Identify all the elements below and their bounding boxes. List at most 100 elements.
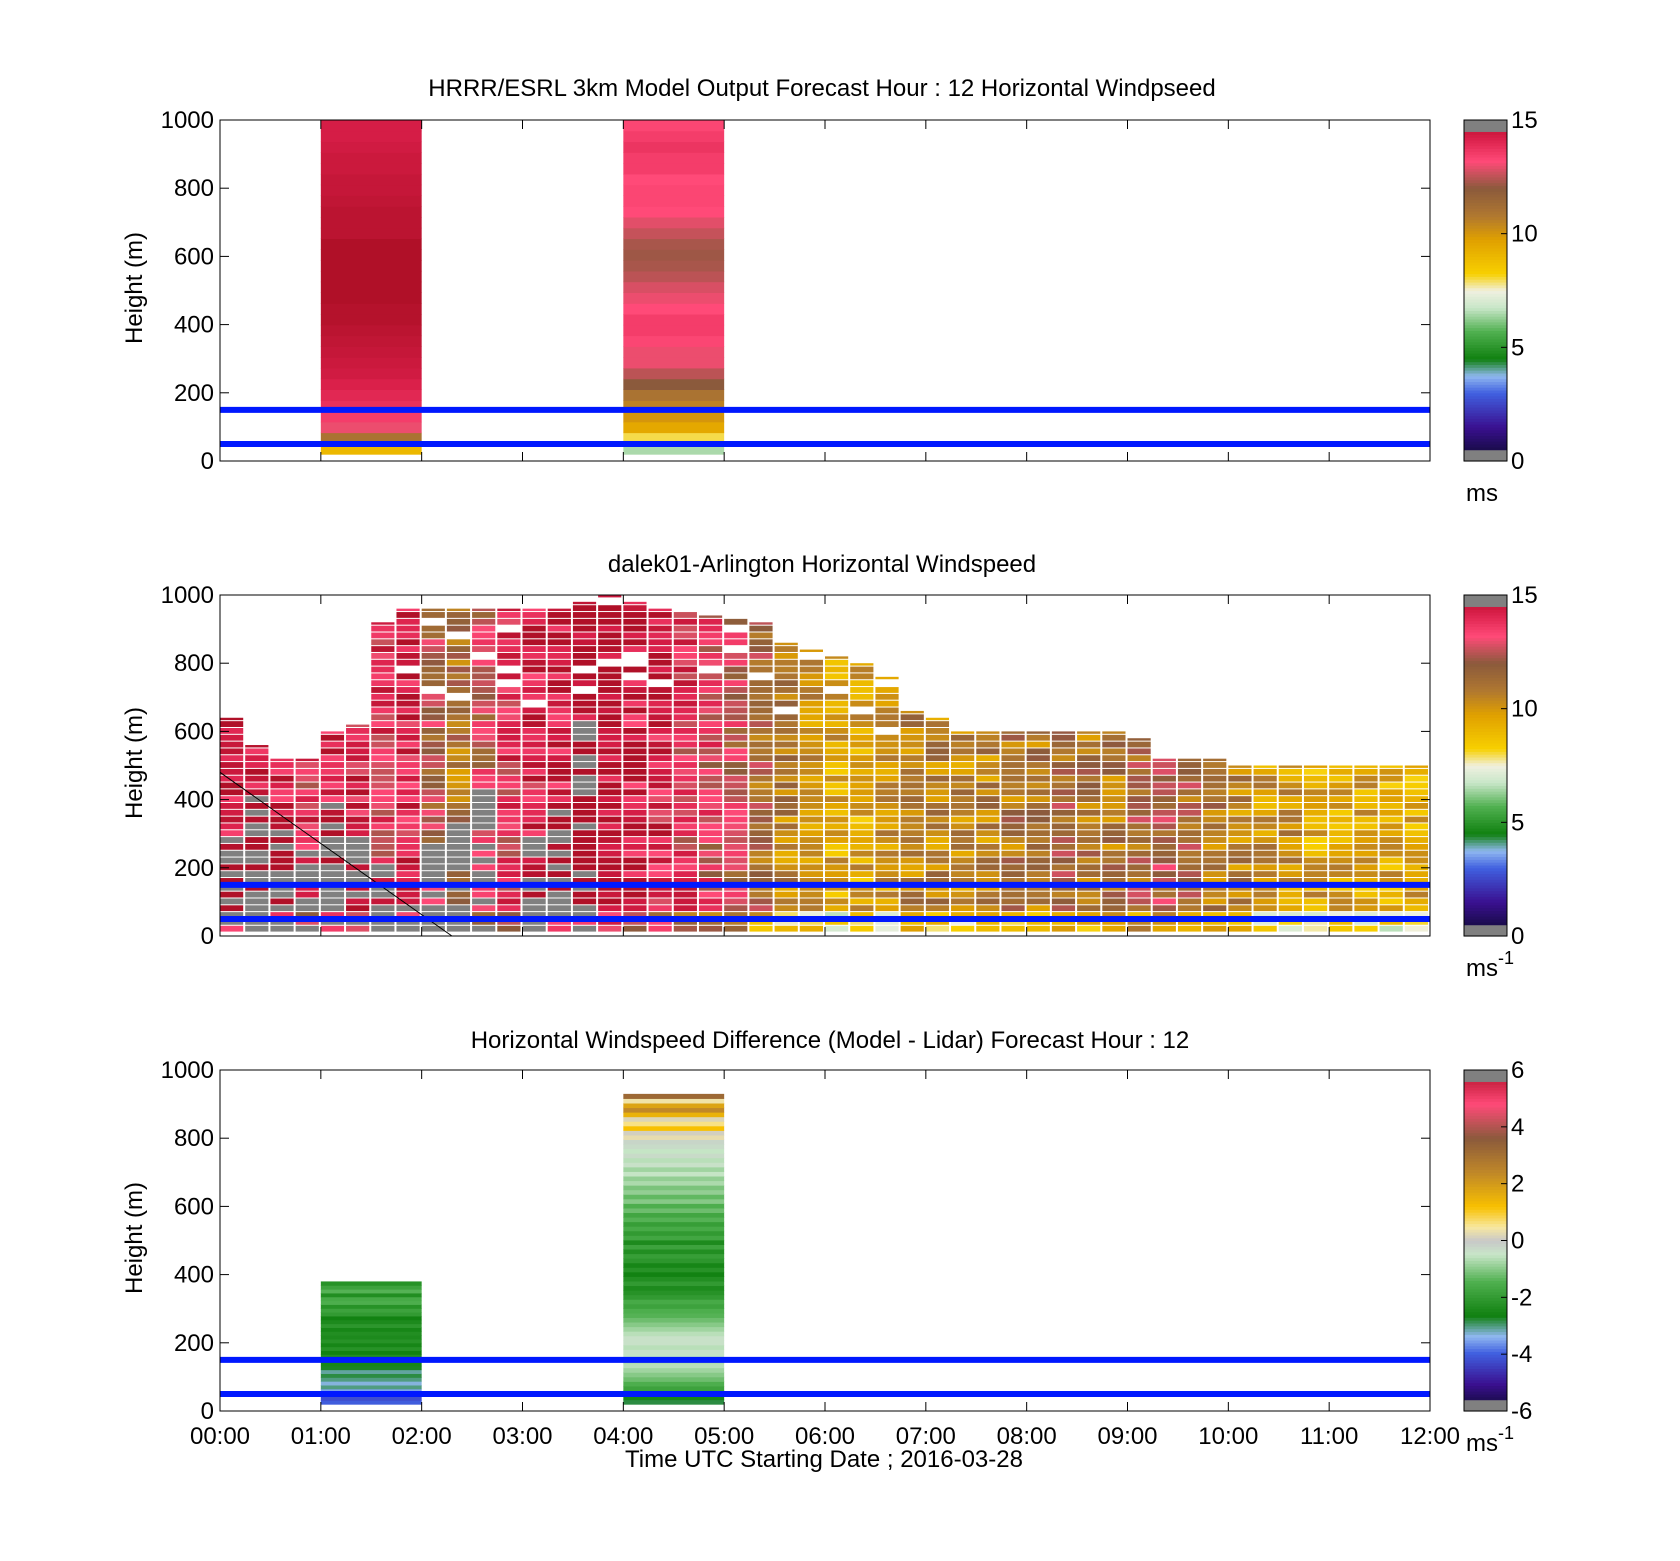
heatmap-cell xyxy=(774,850,798,857)
x-tick-label: 00:00 xyxy=(190,1423,250,1450)
heatmap-cell xyxy=(673,721,697,727)
heatmap-cell xyxy=(1026,809,1050,816)
heatmap-cell xyxy=(446,843,471,850)
heatmap-cell xyxy=(396,898,420,905)
heatmap-cell xyxy=(825,734,849,741)
heatmap-cell xyxy=(1127,898,1151,905)
heatmap-cell xyxy=(1404,898,1428,905)
heatmap-cell xyxy=(220,864,244,871)
heatmap-cell xyxy=(951,755,975,762)
colorbar-tick-label: 0 xyxy=(1511,923,1524,950)
x-axis xyxy=(219,120,1431,461)
heatmap-cell xyxy=(623,314,725,326)
colorbar-segment xyxy=(1464,933,1507,937)
heatmap-cell xyxy=(1253,837,1277,843)
heatmap-cell xyxy=(749,639,773,646)
heatmap-cell xyxy=(1354,871,1378,878)
heatmap-cell xyxy=(346,782,370,789)
heatmap-cell xyxy=(396,721,420,727)
heatmap-cell xyxy=(421,816,445,823)
heatmap-cell xyxy=(446,687,471,693)
heatmap-cell xyxy=(522,871,546,878)
heatmap-cell xyxy=(346,891,370,898)
colorbar-tick-label: -4 xyxy=(1511,1341,1532,1368)
heatmap-cell xyxy=(1177,843,1202,850)
heatmap-cell xyxy=(371,734,395,741)
heatmap-cell xyxy=(1001,837,1025,843)
heatmap-cell xyxy=(623,1171,725,1177)
heatmap-cell xyxy=(1102,816,1126,823)
heatmap-cell xyxy=(623,217,725,229)
heatmap-cell xyxy=(1051,748,1076,755)
heatmap-cell xyxy=(724,850,748,857)
heatmap-cell xyxy=(749,782,773,789)
heatmap-cell xyxy=(774,775,798,782)
heatmap-cell xyxy=(724,762,748,768)
heatmap-cell xyxy=(1379,809,1403,816)
heatmap-cell xyxy=(850,864,874,871)
heatmap-cell xyxy=(1354,857,1378,864)
heatmap-cell xyxy=(547,891,571,898)
heatmap-cell xyxy=(421,823,445,830)
heatmap-cell xyxy=(749,809,773,816)
heatmap-cell xyxy=(724,837,748,843)
heatmap-cell xyxy=(774,823,798,830)
colorbar-segment xyxy=(1464,216,1507,221)
colorbar-segment xyxy=(1464,805,1507,809)
heatmap-cell xyxy=(976,878,1000,884)
heatmap-cell xyxy=(1152,803,1176,809)
colorbar-segment xyxy=(1464,1379,1507,1384)
panel-title: dalek01-Arlington Horizontal Windspeed xyxy=(608,551,1036,578)
heatmap-cell xyxy=(1001,789,1025,796)
heatmap-cell xyxy=(421,721,445,727)
colorbar-segment xyxy=(1464,296,1507,300)
heatmap-cell xyxy=(623,378,725,390)
colorbar-segment xyxy=(1464,631,1507,636)
heatmap-cell xyxy=(1303,803,1328,809)
heatmap-cell xyxy=(522,693,546,700)
heatmap-cell xyxy=(1127,782,1151,789)
heatmap-cell xyxy=(320,912,345,918)
heatmap-cell xyxy=(1203,837,1227,843)
heatmap-cell xyxy=(623,357,725,369)
heatmap-cell xyxy=(295,871,319,878)
heatmap-cell xyxy=(220,830,244,837)
colorbar-tick-label: 6 xyxy=(1511,1057,1524,1084)
heatmap-cell xyxy=(623,796,647,803)
heatmap-cell xyxy=(1303,857,1328,864)
heatmap-cell xyxy=(371,809,395,816)
heatmap-cell xyxy=(598,878,622,884)
heatmap-cell xyxy=(1127,755,1151,762)
colorbar-segment xyxy=(1464,324,1507,329)
colorbar-segment xyxy=(1464,1263,1507,1267)
heatmap-cell xyxy=(346,843,370,850)
heatmap-cell xyxy=(774,816,798,823)
heatmap-cell xyxy=(623,1176,725,1182)
heatmap-cell xyxy=(623,249,725,261)
heatmap-cell xyxy=(295,925,319,932)
colorbar-segment xyxy=(1464,171,1507,175)
heatmap-cell xyxy=(1051,734,1076,741)
colorbar-segment xyxy=(1464,845,1507,849)
heatmap-cell xyxy=(371,714,395,721)
y-tick-label: 600 xyxy=(174,1193,214,1220)
heatmap-cell xyxy=(421,673,445,680)
heatmap-cell xyxy=(698,659,723,666)
heatmap-cell xyxy=(220,768,244,775)
heatmap-cell xyxy=(875,789,899,796)
colorbar-segment xyxy=(1464,1402,1507,1406)
colorbar-segment xyxy=(1464,1342,1507,1347)
colorbar-segment xyxy=(1464,904,1507,909)
heatmap-cell xyxy=(1026,748,1050,755)
heatmap-cell xyxy=(1203,775,1227,782)
heatmap-cell xyxy=(1303,898,1328,905)
colorbar-segment xyxy=(1464,705,1507,710)
heatmap-cell xyxy=(1152,789,1176,796)
colorbar-segment xyxy=(1464,279,1507,283)
heatmap-cell xyxy=(1278,864,1302,871)
heatmap-cell xyxy=(698,615,723,618)
heatmap-cell xyxy=(547,809,571,816)
heatmap-cell xyxy=(900,796,924,803)
heatmap-cell xyxy=(245,782,269,789)
colorbar-segment xyxy=(1464,691,1507,696)
